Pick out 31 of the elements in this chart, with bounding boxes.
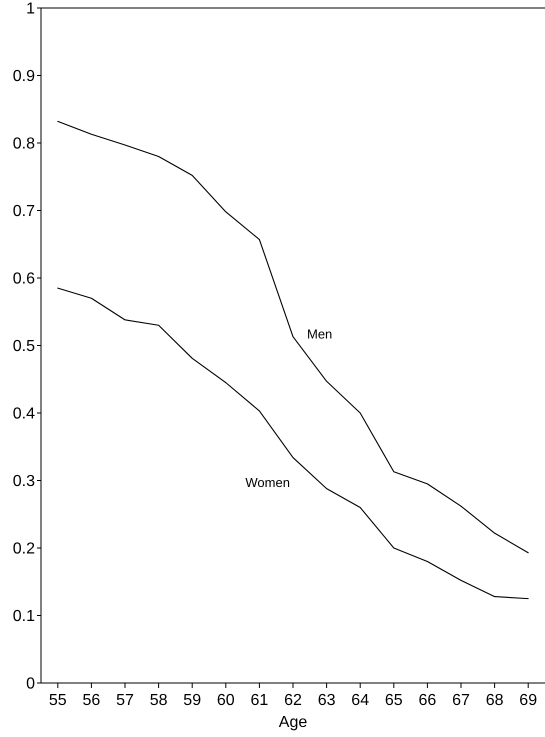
x-tick-label: 64 bbox=[351, 692, 370, 709]
y-tick-label: 0 bbox=[26, 676, 36, 693]
x-tick-label: 62 bbox=[284, 692, 302, 709]
x-tick-label: 67 bbox=[452, 692, 470, 709]
x-tick-label: 58 bbox=[150, 692, 168, 709]
x-tick-label: 68 bbox=[486, 692, 504, 709]
x-tick-label: 56 bbox=[82, 692, 100, 709]
y-tick-label: 0.5 bbox=[12, 338, 36, 356]
y-tick-label: 0.6 bbox=[12, 270, 36, 288]
y-tick-label: 0.4 bbox=[12, 406, 36, 423]
y-tick-label: 0.8 bbox=[12, 136, 36, 153]
series-label: Men bbox=[307, 326, 332, 342]
y-tick-label: 0.1 bbox=[12, 608, 36, 626]
x-tick-label: 57 bbox=[116, 692, 134, 709]
y-tick-label: 0.9 bbox=[12, 68, 36, 86]
x-tick-label: 66 bbox=[418, 692, 436, 709]
y-tick-label: 1 bbox=[26, 0, 36, 18]
line-series bbox=[57, 288, 529, 600]
x-tick-label: 65 bbox=[384, 692, 403, 709]
x-tick-label: 69 bbox=[519, 692, 538, 709]
x-tick-label: 63 bbox=[318, 692, 336, 709]
series-label: Women bbox=[245, 474, 290, 490]
line-series bbox=[57, 120, 529, 554]
x-tick-label: 60 bbox=[216, 692, 235, 709]
x-tick-label: 59 bbox=[183, 692, 202, 709]
x-tick-label: 61 bbox=[250, 692, 268, 709]
x-tick-label: 55 bbox=[48, 692, 67, 709]
y-tick-label: 0.7 bbox=[12, 203, 36, 220]
y-tick-label: 0.3 bbox=[12, 473, 36, 490]
y-tick-label: 0.2 bbox=[12, 540, 36, 558]
x-axis-title: Age bbox=[278, 714, 308, 731]
